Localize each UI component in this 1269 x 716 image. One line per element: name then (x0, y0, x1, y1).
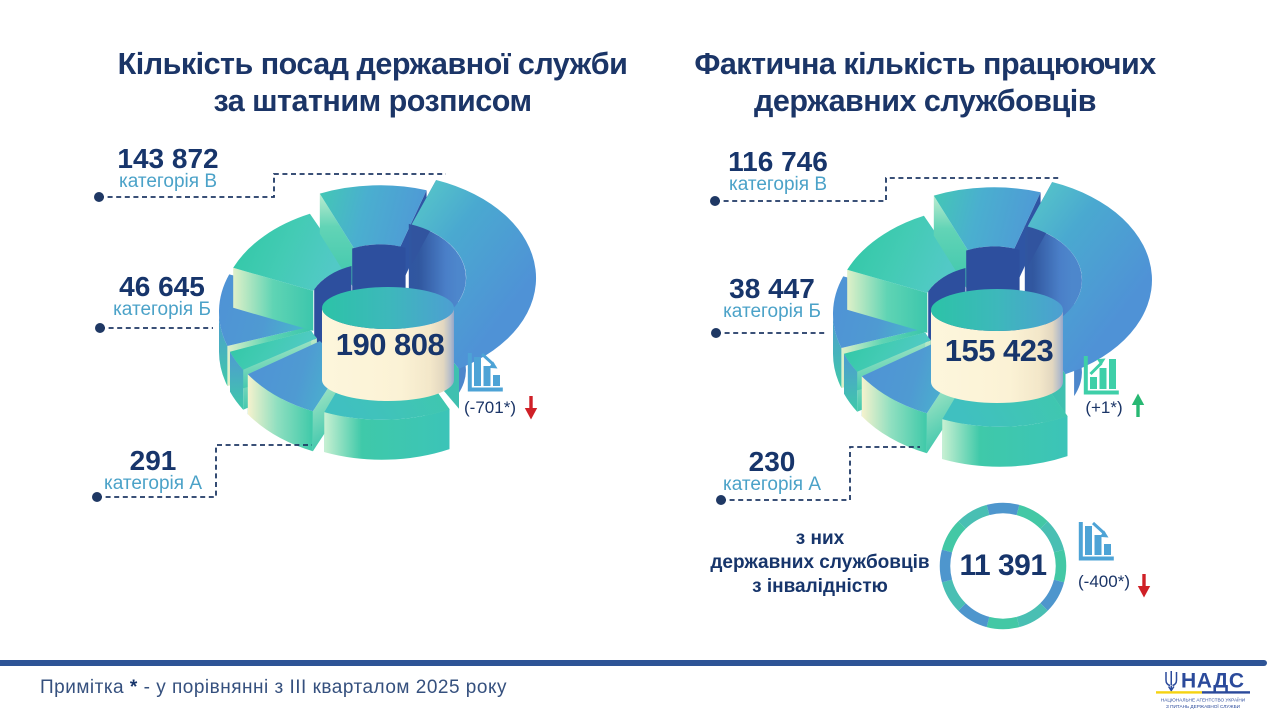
svg-text:НАЦІОНАЛЬНЕ АГЕНТСТВО УКРАЇНИ: НАЦІОНАЛЬНЕ АГЕНТСТВО УКРАЇНИ (1161, 697, 1245, 703)
svg-text:З ПИТАНЬ ДЕРЖАВНОЇ СЛУЖБИ: З ПИТАНЬ ДЕРЖАВНОЇ СЛУЖБИ (1166, 703, 1240, 709)
svg-text:НАДС: НАДС (1181, 670, 1245, 693)
